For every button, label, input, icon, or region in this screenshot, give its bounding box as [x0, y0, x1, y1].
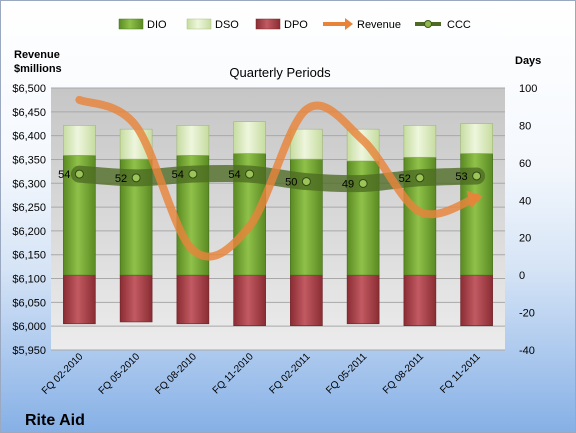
dpo-bar [403, 274, 437, 326]
x-tick-label: FQ 08-2011 [381, 351, 426, 396]
legend-revenue-label: Revenue [357, 19, 401, 31]
left-tick-label: $6,000 [12, 321, 46, 333]
company-name: Rite Aid [25, 412, 85, 429]
left-tick-label: $6,050 [12, 297, 46, 309]
ccc-line [70, 164, 486, 193]
legend-dio-label: DIO [147, 19, 167, 31]
left-tick-label: $6,500 [12, 83, 46, 95]
legend-dso-swatch [186, 18, 212, 30]
dpo-bar [346, 274, 380, 325]
legend-dpo-swatch [255, 18, 281, 30]
ccc-data-label: 52 [115, 173, 127, 185]
ccc-data-label: 54 [58, 169, 70, 181]
legend-dpo-label: DPO [284, 19, 308, 31]
dso-bar [63, 125, 96, 156]
right-tick-label: 100 [519, 83, 537, 95]
ccc-data-label: 54 [172, 169, 184, 181]
dpo-bar [63, 274, 96, 325]
ccc-data-label: 53 [455, 171, 467, 183]
x-tick-label: FQ 05-2011 [324, 351, 369, 396]
left-tick-label: $6,200 [12, 226, 46, 238]
dso-bar [176, 125, 210, 156]
legend-ccc-swatch [415, 20, 441, 28]
ccc-data-label: 52 [399, 173, 411, 185]
legend-revenue-swatch [323, 18, 353, 30]
ccc-series: 54 52 54 54 50 49 52 53 [58, 164, 486, 193]
left-tick-label: $6,100 [12, 274, 46, 286]
plot-area [51, 88, 505, 350]
x-tick-label: FQ 11-2011 [438, 351, 483, 396]
dpo-bar [233, 274, 266, 326]
right-tick-label: 20 [519, 233, 531, 245]
x-tick-label: FQ 02-2011 [268, 351, 313, 396]
x-tick-label: FQ 05-2010 [97, 351, 143, 397]
dso-bar [233, 121, 266, 154]
y-left-title-line1: Revenue [14, 49, 60, 61]
ccc-data-label: 54 [228, 169, 240, 181]
left-tick-label: $6,350 [12, 154, 46, 166]
left-tick-label: $6,300 [12, 178, 46, 190]
revenue-series [75, 95, 483, 261]
dpo-bar [119, 274, 153, 323]
legend: DIO DSO DPO Revenue CCC [118, 18, 471, 31]
dpo-bar [176, 274, 210, 325]
x-axis-labels: FQ 02-2010 FQ 05-2010 FQ 08-2010 FQ 11-2010… [40, 351, 483, 397]
ccc-point [188, 169, 198, 179]
ccc-point [131, 173, 141, 183]
dso-bar [290, 128, 323, 160]
right-tick-label: 0 [519, 270, 525, 282]
ccc-point [301, 177, 311, 187]
dpo-bar [460, 274, 493, 326]
x-tick-label: FQ 08-2010 [153, 351, 199, 397]
left-tick-label: $6,250 [12, 202, 46, 214]
left-tick-label: $5,950 [12, 345, 46, 357]
left-tick-label: $6,450 [12, 107, 46, 119]
right-tick-label: -20 [519, 308, 535, 320]
right-axis-ticks: -40 -20 0 20 40 60 80 100 [519, 83, 537, 357]
ccc-point [415, 173, 425, 183]
right-tick-label: 40 [519, 195, 531, 207]
ccc-point [472, 171, 482, 181]
dso-bar [403, 125, 437, 158]
y-right-title: Days [515, 55, 541, 67]
left-axis-ticks: $5,950 $6,000 $6,050 $6,100 $6,150 $6,200 $6,2… [12, 83, 46, 357]
y-left-title-line2: $millions [14, 63, 62, 75]
x-tick-label: FQ 02-2010 [40, 351, 86, 397]
legend-ccc-label: CCC [447, 19, 471, 31]
ccc-point [74, 169, 84, 179]
ccc-data-label: 50 [285, 177, 297, 189]
right-tick-label: 80 [519, 120, 531, 132]
revenue-arrowhead [466, 190, 483, 209]
right-tick-label: -40 [519, 345, 535, 357]
chart-title: Quarterly Periods [229, 65, 331, 80]
legend-dso-label: DSO [215, 19, 239, 31]
ccc-point [245, 169, 255, 179]
dpo-bar [290, 274, 323, 326]
revenue-line [75, 95, 481, 261]
legend-dio-swatch [118, 18, 144, 30]
left-tick-label: $6,400 [12, 131, 46, 143]
ccc-data-label: 49 [342, 178, 354, 190]
x-tick-label: FQ 11-2010 [211, 351, 256, 396]
dso-bar [460, 123, 493, 154]
ccc-point [358, 178, 368, 188]
left-tick-label: $6,150 [12, 250, 46, 262]
right-tick-label: 60 [519, 158, 531, 170]
